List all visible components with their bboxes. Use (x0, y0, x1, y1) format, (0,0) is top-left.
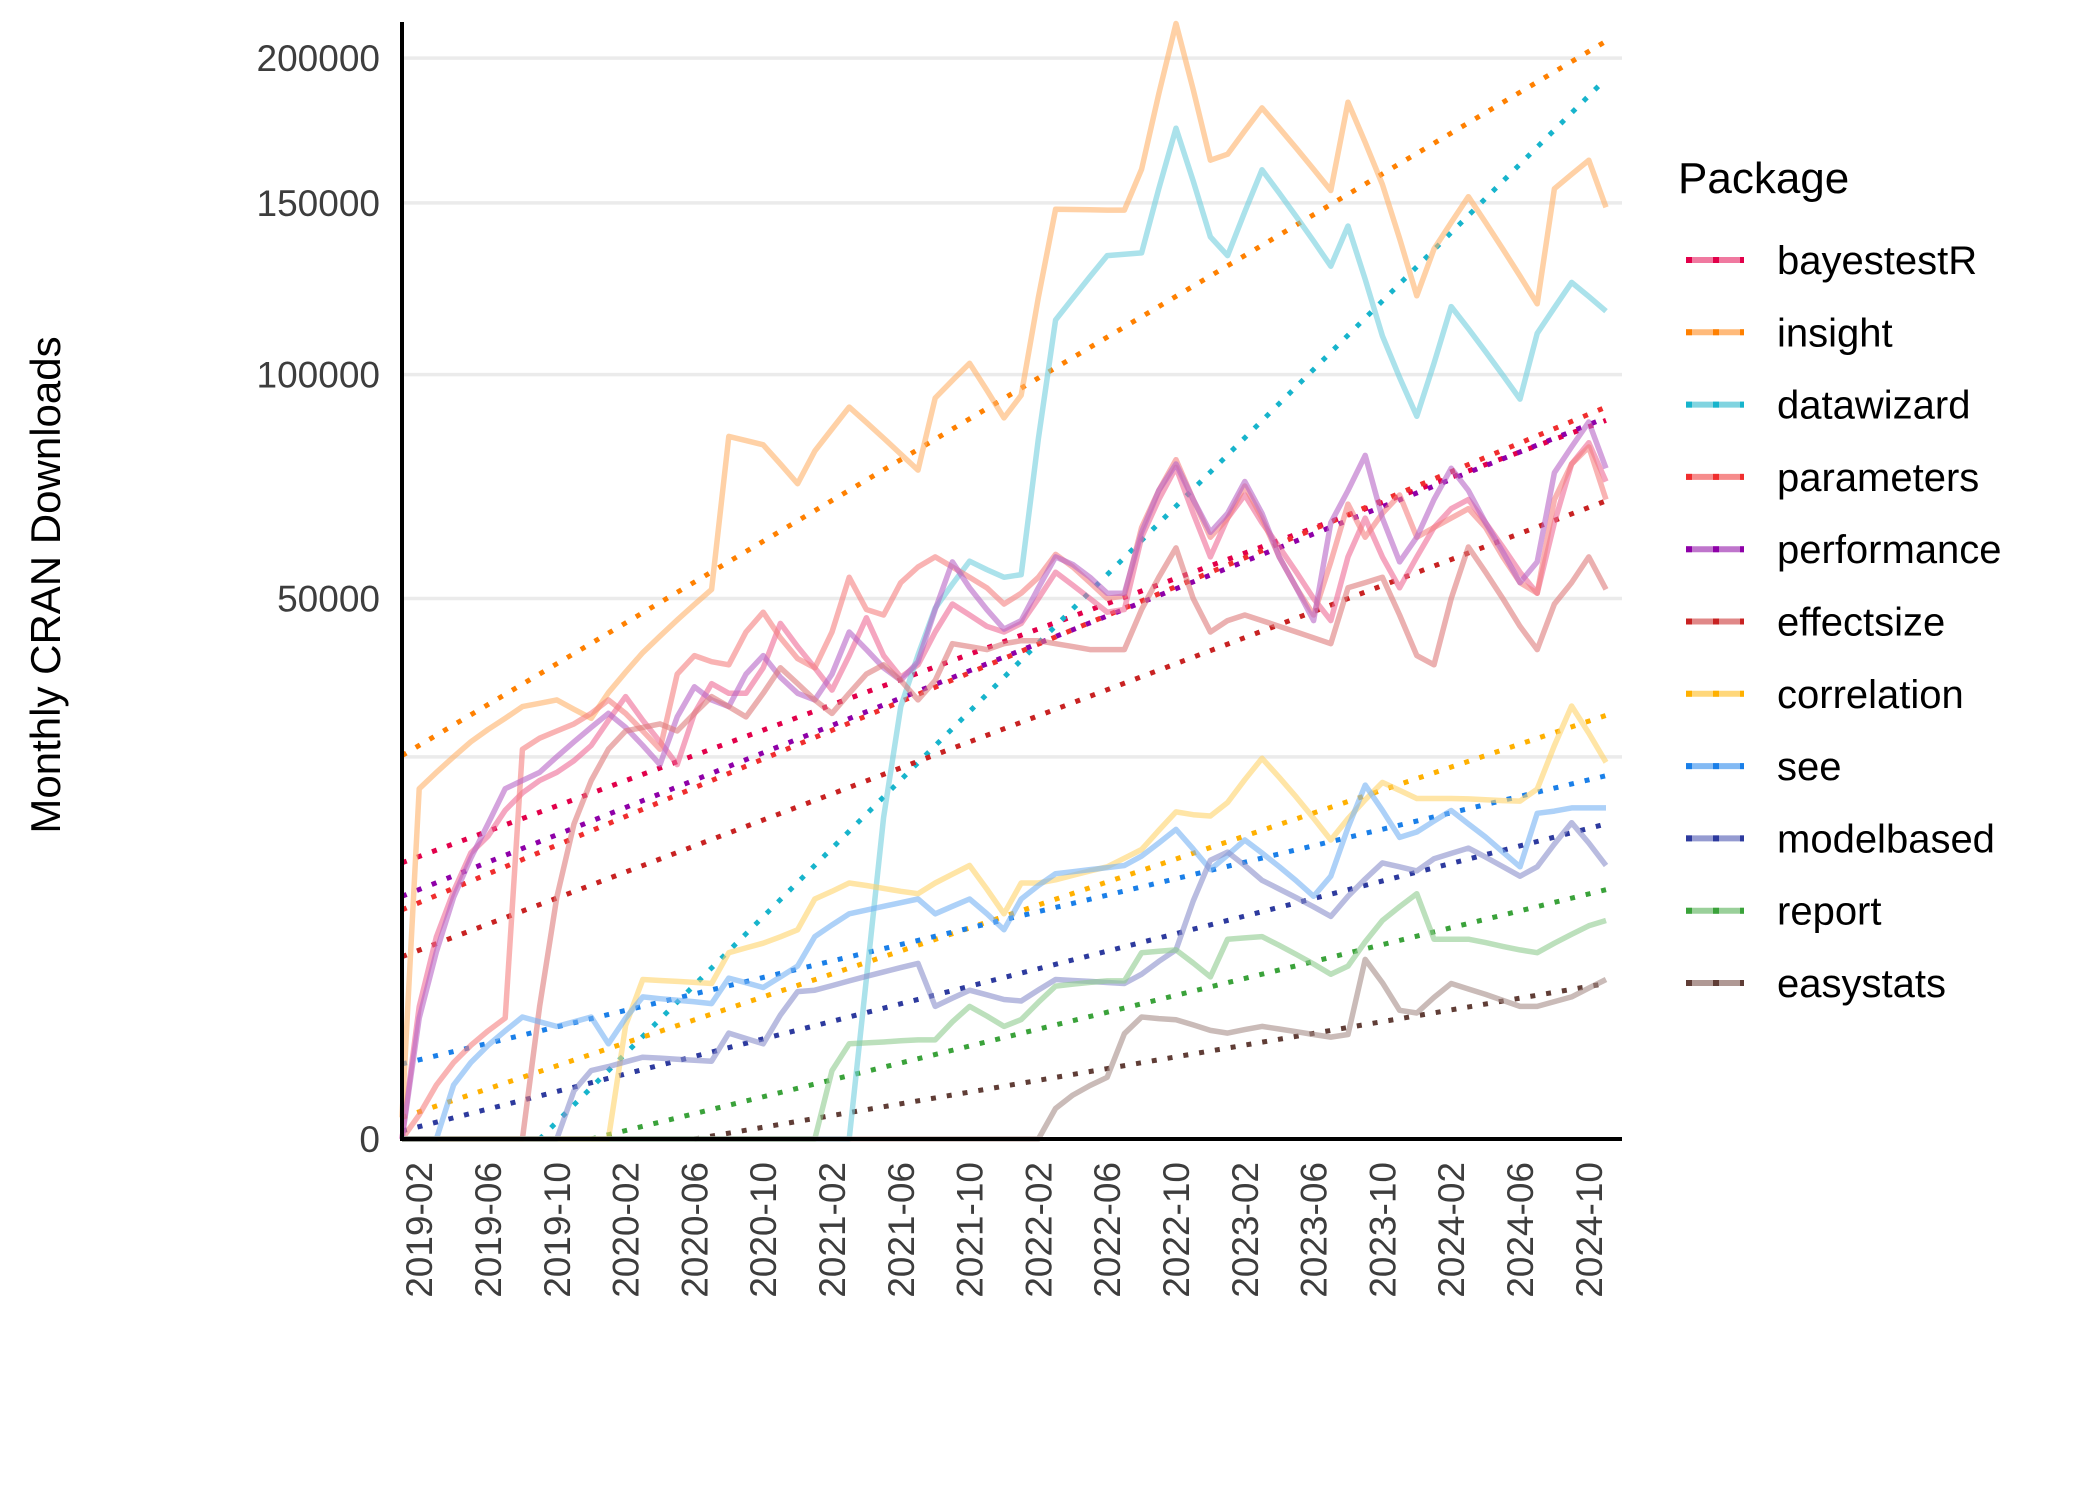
legend: Package bayestestR insight datawizard param… (1678, 154, 2002, 1006)
y-axis-ticks: 0 50000 100000 150000 200000 (257, 38, 380, 1160)
y-tick-label: 100000 (257, 355, 380, 396)
legend-label: datawizard (1777, 384, 1970, 428)
series-line-effectsize (402, 544, 1609, 1142)
legend-item-performance: performance (1686, 528, 2002, 572)
y-tick-label: 0 (359, 1119, 380, 1160)
x-tick-label: 2021-02 (812, 1162, 853, 1298)
y-tick-label: 50000 (277, 579, 380, 620)
x-tick-label: 2021-10 (950, 1162, 991, 1298)
x-tick-label: 2023-02 (1225, 1162, 1266, 1298)
series-line-bayestestR (399, 439, 1609, 1140)
x-tick-label: 2019-06 (468, 1162, 509, 1298)
trend-line-easystats (693, 981, 1607, 1142)
legend-label: see (1777, 745, 1842, 789)
x-tick-label: 2024-02 (1431, 1162, 1472, 1298)
x-tick-label: 2023-10 (1362, 1162, 1403, 1298)
legend-label: modelbased (1777, 817, 1995, 861)
legend-item-datawizard: datawizard (1686, 384, 1970, 428)
x-tick-label: 2020-10 (743, 1162, 784, 1298)
x-tick-label: 2023-06 (1294, 1162, 1335, 1298)
x-tick-label: 2021-06 (881, 1162, 922, 1298)
series-line-insight (399, 20, 1609, 1118)
series-line-performance (399, 419, 1609, 1140)
legend-label: bayestestR (1777, 239, 1977, 283)
legend-item-parameters: parameters (1686, 456, 1979, 500)
legend-label: report (1777, 890, 1882, 934)
series-line-modelbased (402, 819, 1609, 1142)
x-tick-label: 2022-02 (1018, 1162, 1059, 1298)
y-axis-title: Monthly CRAN Downloads (22, 336, 69, 833)
series-lines (399, 20, 1609, 1142)
legend-label: correlation (1777, 673, 1964, 717)
legend-item-correlation: correlation (1686, 673, 1964, 717)
trend-line-report (590, 887, 1607, 1142)
legend-item-report: report (1686, 890, 1882, 934)
y-tick-label: 200000 (257, 38, 380, 79)
x-tick-label: 2019-10 (537, 1162, 578, 1298)
x-tick-label: 2020-02 (606, 1162, 647, 1298)
trend-lines (400, 39, 1608, 1142)
y-tick-label: 150000 (257, 183, 380, 224)
legend-label: performance (1777, 528, 2002, 572)
series-line-see (402, 782, 1606, 1142)
legend-item-bayestestR: bayestestR (1686, 239, 1977, 283)
legend-title: Package (1678, 154, 1849, 203)
legend-label: insight (1777, 311, 1893, 355)
legend-item-modelbased: modelbased (1686, 817, 1995, 861)
legend-label: effectsize (1777, 601, 1945, 645)
x-tick-label: 2022-06 (1087, 1162, 1128, 1298)
legend-item-easystats: easystats (1686, 962, 1946, 1006)
legend-label: parameters (1777, 456, 1979, 500)
trend-line-modelbased (401, 821, 1607, 1134)
x-tick-label: 2024-06 (1500, 1162, 1541, 1298)
series-line-parameters (399, 444, 1609, 1141)
x-tick-label: 2019-02 (399, 1162, 440, 1298)
legend-item-insight: insight (1686, 311, 1893, 355)
x-tick-label: 2020-06 (674, 1162, 715, 1298)
x-tick-label: 2022-10 (1156, 1162, 1197, 1298)
trend-line-effectsize (401, 498, 1607, 960)
legend-item-see: see (1686, 745, 1842, 789)
x-axis-ticks: 2019-02 2019-06 2019-10 2020-02 2020-06 2020-… (399, 1162, 1610, 1298)
legend-item-effectsize: effectsize (1686, 601, 1945, 645)
trend-line-correlation (401, 712, 1607, 1120)
legend-label: easystats (1777, 962, 1946, 1006)
x-tick-label: 2024-10 (1569, 1162, 1610, 1298)
series-line-easystats (402, 956, 1608, 1142)
